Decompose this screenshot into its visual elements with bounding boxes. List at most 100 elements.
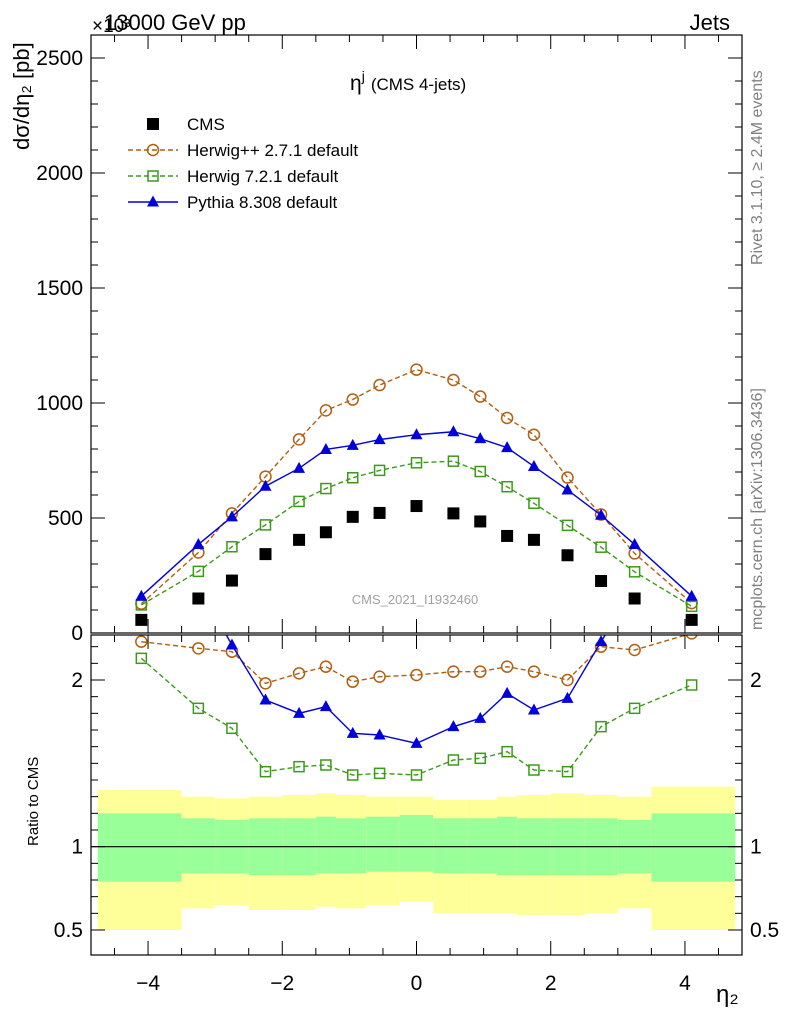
cms-point <box>346 510 359 523</box>
main-y-tick-label: 0 <box>71 622 83 645</box>
ratio-y-tick-label-right: 0.5 <box>750 919 779 942</box>
legend-marker-cms <box>147 118 159 130</box>
herwig-2-7-1-default-point <box>410 363 423 376</box>
cms-point <box>373 506 386 519</box>
ratio-axis-ticks: 0.5 0.5 1 1 2 2 −4 −2 0 2 4 <box>54 635 779 995</box>
ratio-herwig-7-2-1-default-point <box>293 760 305 773</box>
cms-point <box>319 526 332 539</box>
ratio-herwig-2-7-1-default-point <box>292 667 306 680</box>
ratio-stat-band <box>399 815 434 872</box>
ratio-pythia-8-308-default-point <box>561 691 574 703</box>
ratio-herwig-2-7-1-default-point <box>135 635 148 648</box>
ratio-stat-band <box>651 813 736 882</box>
pythia-8-308-default-point <box>192 537 205 549</box>
herwig-2-7-1-default-line <box>140 368 693 605</box>
ratio-pythia-8-308-default-point <box>192 579 204 590</box>
legend: CMS Herwig++ 2.7.1 default Herwig 7.2.1 de… <box>128 115 358 212</box>
ratio-panel: 0.5 0.5 1 1 2 2 −4 −2 0 2 4 Ratio to CMS η₂ <box>25 539 779 1008</box>
herwig-7-2-1-default-point <box>501 480 513 493</box>
herwig-7-2-1-default-point <box>474 465 487 478</box>
ratio-herwig-2-7-1-default-point <box>561 673 574 687</box>
cms-point <box>527 533 540 546</box>
herwig-2-7-1-default-point <box>292 433 306 446</box>
herwig-7-2-1-default-point <box>320 482 332 495</box>
pythia-8-308-default-point <box>259 479 272 491</box>
title-suffix: (CMS 4-jets) <box>371 75 466 94</box>
main-y-tick-label: 1500 <box>36 277 83 300</box>
ratio-herwig-7-2-1-default-point <box>410 769 423 781</box>
pythia-8-308-default-point <box>319 442 332 454</box>
pythia-8-308-default-point <box>561 483 574 495</box>
ratio-herwig-2-7-1-default-point <box>527 665 541 678</box>
x-tick-label: −4 <box>136 972 160 995</box>
main-y-tick-label: 500 <box>48 507 83 530</box>
ratio-pythia-8-308-default-point <box>373 728 386 740</box>
pythia-8-308-default-line <box>140 431 693 597</box>
pythia-8-308-default-point <box>501 441 514 453</box>
ratio-herwig-2-7-1-default-point <box>373 670 386 683</box>
ratio-herwig-2-7-1-default-point <box>259 677 272 690</box>
pythia-8-308-default-point <box>447 425 460 437</box>
ratio-y-tick-label-right: 2 <box>750 669 762 692</box>
ratio-stat-band <box>433 818 467 874</box>
ratio-stat-band <box>335 818 367 874</box>
ratio-herwig-7-2-1-default-point <box>628 702 641 715</box>
ratio-herwig-7-2-1-default-point <box>685 679 698 691</box>
herwig-2-7-1-default-point <box>474 390 487 403</box>
cms-point <box>192 592 205 605</box>
main-panel: 0 500 1000 1500 2000 2500 ηj (CMS 4-jets) dσ/d… <box>9 34 743 645</box>
title-symbol: η <box>350 72 362 95</box>
ratio-herwig-7-2-1-default-point <box>528 764 540 776</box>
x-axis-label: η₂ <box>716 981 739 1008</box>
ratio-pythia-8-308-default-point <box>225 638 238 650</box>
main-y-tick-label: 1000 <box>36 392 83 415</box>
ratio-pythia-8-308-default-point <box>447 720 460 732</box>
ratio-y-tick-label: 2 <box>71 669 83 692</box>
ratio-stat-band <box>497 816 518 875</box>
pythia-8-308-default-point <box>410 428 423 440</box>
main-axis-ticks: 0 500 1000 1500 2000 2500 <box>36 35 742 645</box>
x-tick-label: 2 <box>545 972 557 995</box>
cms-point <box>293 533 306 546</box>
ratio-herwig-7-2-1-default-point <box>320 759 332 771</box>
herwig-7-2-1-default-point <box>595 541 607 553</box>
cms-point <box>225 574 238 587</box>
pythia-8-308-default-point <box>527 459 540 471</box>
rivet-version-label: Rivet 3.1.10, ≥ 2.4M events <box>749 70 766 265</box>
ratio-series-layer <box>135 539 698 781</box>
cms-point <box>135 613 148 626</box>
main-chart-title: ηj (CMS 4-jets) <box>350 68 466 95</box>
cms-point <box>259 548 272 561</box>
cms-point <box>474 515 487 528</box>
y-axis-exponent: ×10³ <box>92 16 131 37</box>
ratio-herwig-7-2-1-default-line <box>140 657 692 776</box>
ratio-herwig-2-7-1-default-point <box>346 675 359 688</box>
herwig-7-2-1-default-point <box>192 565 205 578</box>
ratio-herwig-7-2-1-default-point <box>259 765 272 778</box>
pythia-8-308-default-point <box>628 537 641 549</box>
ratio-y-tick-label: 1 <box>71 836 83 859</box>
ratio-herwig-7-2-1-default-point <box>373 767 386 780</box>
ratio-stat-band <box>181 818 216 874</box>
ratio-herwig-2-7-1-default-point <box>500 660 514 673</box>
ratio-herwig-2-7-1-default-point <box>685 635 698 640</box>
pythia-8-308-default-point <box>346 438 359 450</box>
herwig-7-2-1-default-line <box>140 460 693 607</box>
ratio-pythia-8-308-default-point <box>346 726 359 738</box>
ratio-pythia-8-308-default-point <box>135 539 147 550</box>
ratio-pythia-8-308-default-point <box>629 582 641 593</box>
herwig-7-2-1-default-point <box>410 457 423 469</box>
ratio-herwig-7-2-1-default-point <box>226 722 238 735</box>
herwig-2-7-1-default-point <box>346 393 359 406</box>
ratio-uncertainty-bands <box>91 786 742 930</box>
ratio-pythia-8-308-default-point <box>474 711 487 723</box>
herwig-7-2-1-default-point <box>447 455 460 467</box>
x-axis-label-text: η₂ <box>716 981 739 1008</box>
ratio-herwig-7-2-1-default-point <box>595 720 607 733</box>
herwig-2-7-1-default-point <box>447 373 460 387</box>
herwig-7-2-1-default-point <box>373 464 386 477</box>
ratio-herwig-2-7-1-default-point <box>628 643 641 657</box>
main-y-tick-label: 2500 <box>36 47 83 70</box>
ratio-herwig-2-7-1-default-point <box>447 665 460 678</box>
legend-label-herwig-7-2-1-default: Herwig 7.2.1 default <box>187 167 338 186</box>
